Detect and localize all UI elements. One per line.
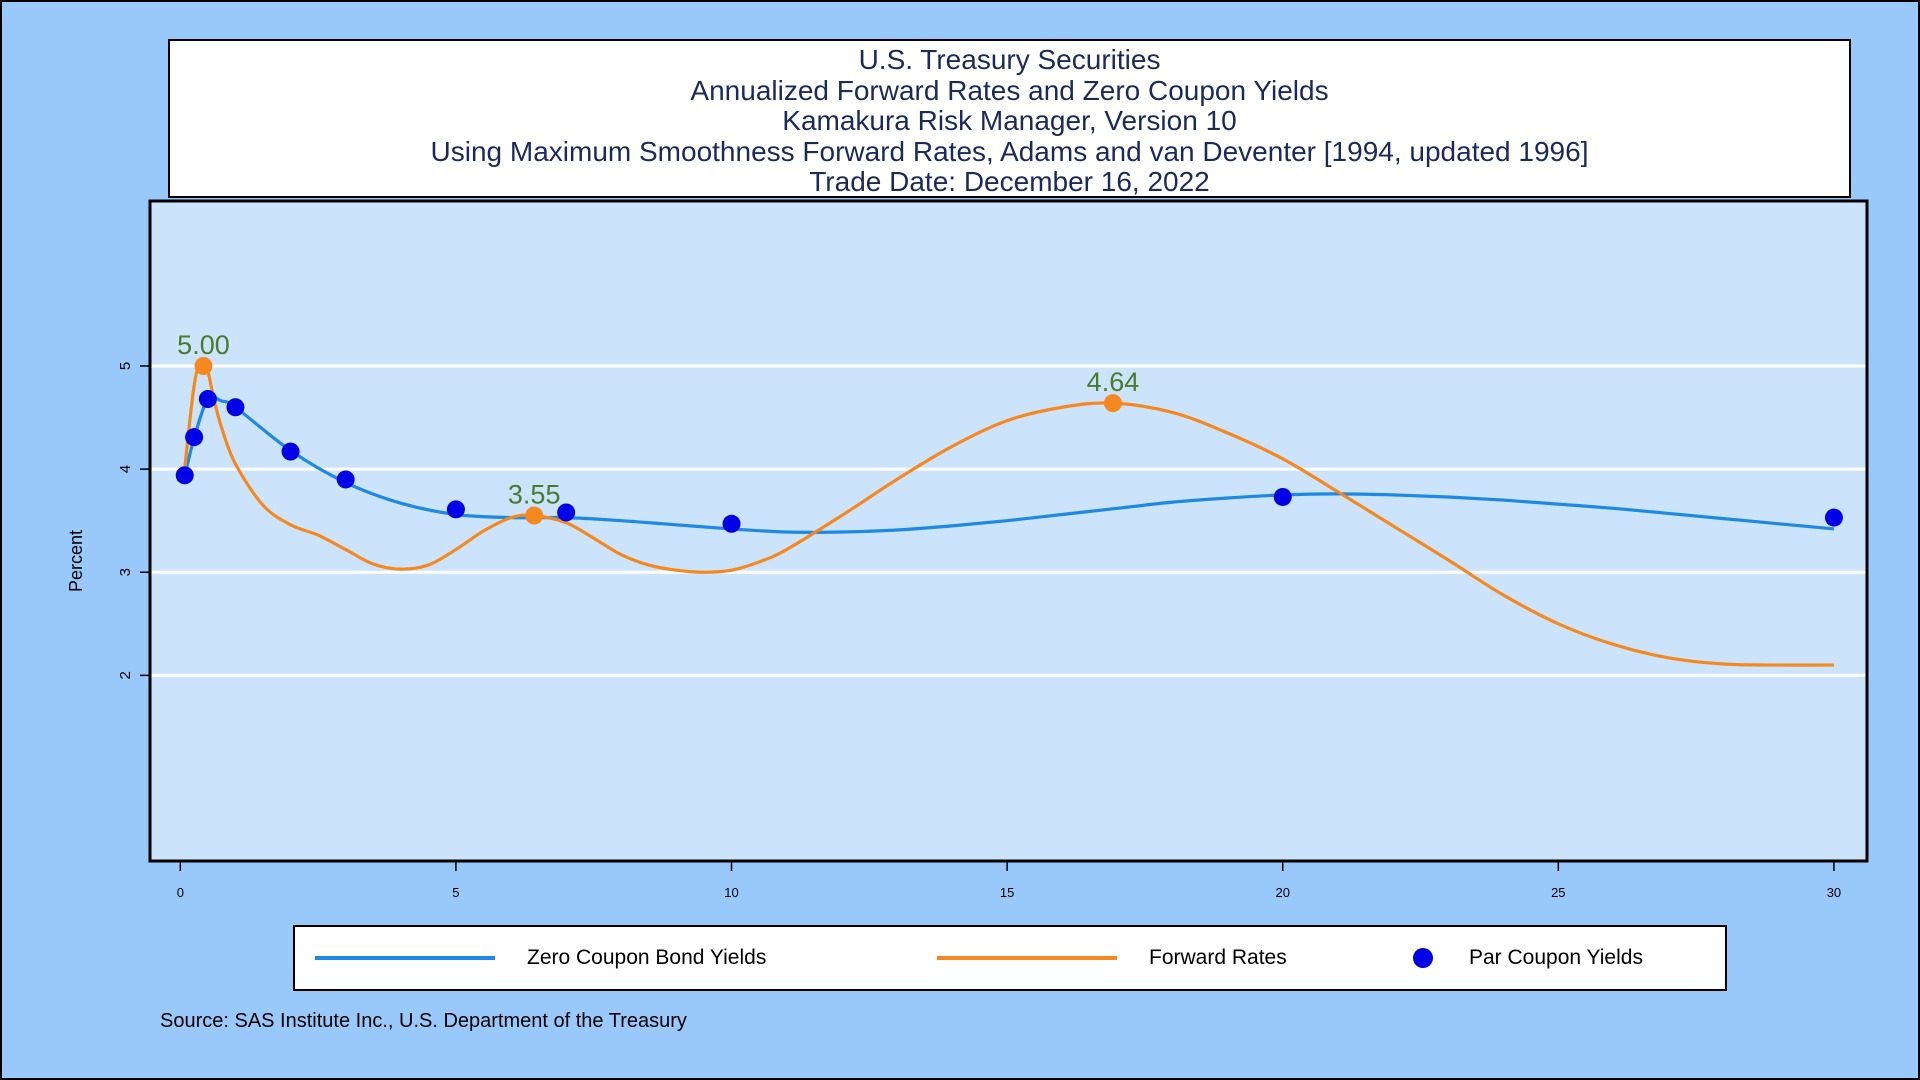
y-tick-label: 4 [117,465,134,473]
forward-rate-label: 5.00 [177,330,230,360]
x-tick-label: 30 [1827,885,1841,900]
title-line-3: Kamakura Risk Manager, Version 10 [782,105,1237,136]
x-tick-label: 15 [1000,885,1014,900]
forward-rate-marker [194,357,213,375]
legend-swatch-zero-coupon [315,956,495,960]
legend-item-zero-coupon: Zero Coupon Bond Yields [315,927,766,989]
forward-rate-label: 3.55 [508,480,561,510]
chart-title-box: U.S. Treasury Securities Annualized Forw… [168,39,1851,198]
zero-coupon-line [183,394,1835,534]
x-tick-label: 20 [1275,885,1289,900]
y-tick-label: 5 [117,362,134,370]
legend-label-forward: Forward Rates [1149,946,1287,969]
par-yield-point [722,514,741,533]
par-yield-point [336,470,355,489]
legend-label-zero-coupon: Zero Coupon Bond Yields [527,946,767,969]
par-yield-point [185,428,204,447]
par-yield-point [281,442,300,461]
legend-item-forward: Forward Rates [937,927,1287,989]
forward-rates-line [183,364,1834,667]
plot-area [150,201,1867,861]
title-line-4: Using Maximum Smoothness Forward Rates, … [430,135,1589,167]
title-line-1: U.S. Treasury Securities [858,44,1161,75]
x-tick-label: 25 [1551,885,1565,900]
par-yield-point [1273,487,1292,506]
y-axis-label: Percent [66,530,86,592]
forward-rate-marker [1103,394,1122,413]
x-tick-label: 5 [452,885,459,900]
legend: Zero Coupon Bond Yields Forward Rates Pa… [293,925,1727,991]
legend-item-par: Par Coupon Yields [1413,927,1643,989]
forward-rate-label: 4.64 [1087,367,1140,397]
title-line-2: Annualized Forward Rates and Zero Coupon… [690,74,1329,106]
source-note: Source: SAS Institute Inc., U.S. Departm… [160,1010,687,1032]
forward-rate-marker [525,506,544,525]
legend-swatch-par [1413,948,1433,968]
par-yield-point [557,503,576,522]
x-tick-label: 0 [177,885,184,900]
y-tick-label: 3 [117,568,134,576]
par-yield-point [1824,508,1843,527]
par-yield-point [175,466,194,485]
x-tick-label: 10 [724,885,738,900]
title-line-5: Trade Date: December 16, 2022 [809,166,1210,197]
legend-label-par: Par Coupon Yields [1469,946,1643,969]
par-yield-point [198,390,217,408]
plot-border [148,199,1869,863]
par-yield-point [226,398,245,417]
legend-swatch-forward [937,956,1117,960]
y-tick-label: 2 [117,671,134,679]
par-yield-point [446,500,465,519]
